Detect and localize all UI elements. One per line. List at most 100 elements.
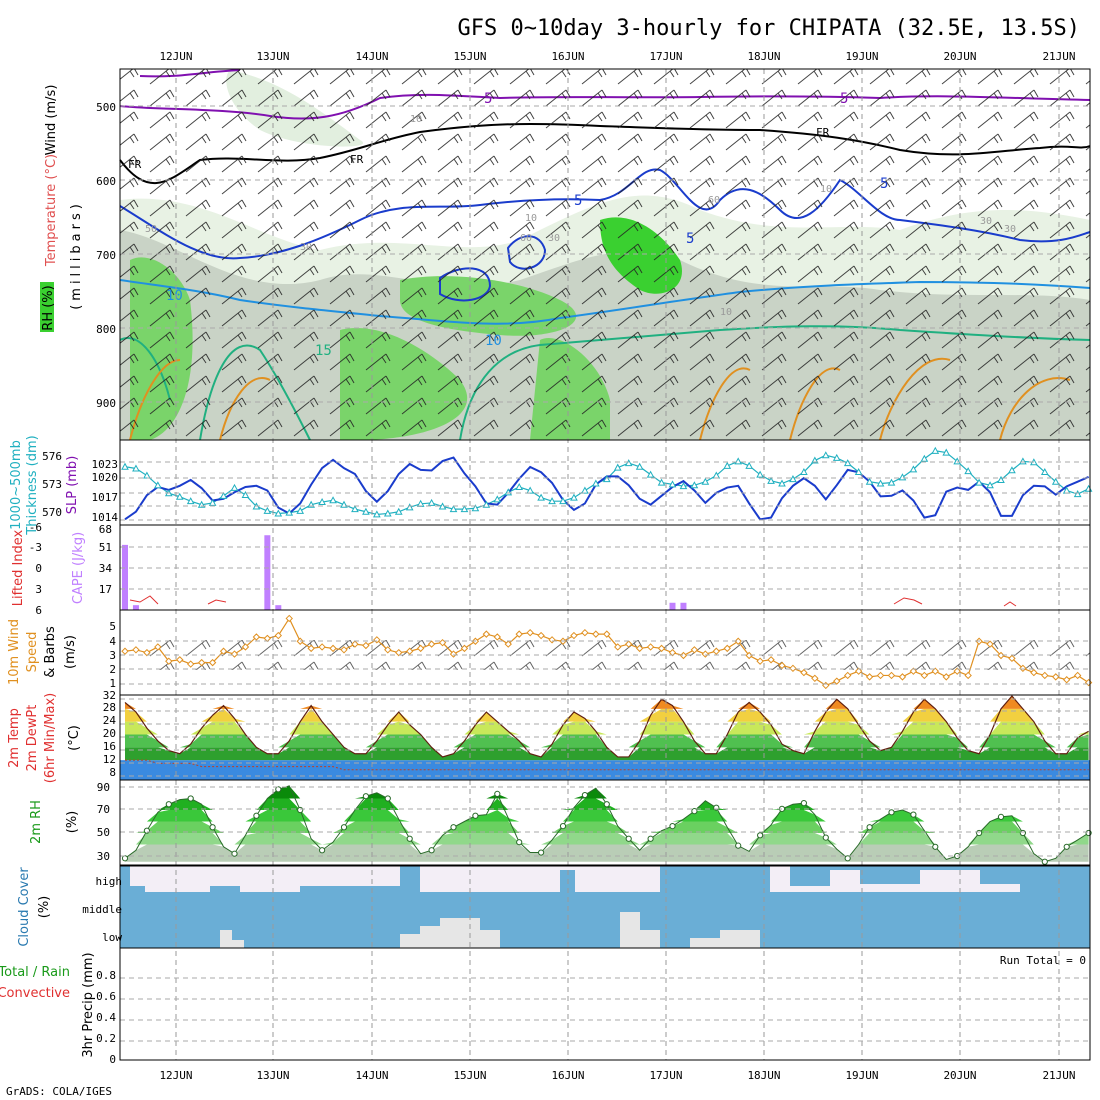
contour-label: 30 bbox=[980, 216, 992, 227]
date-label: 18JUN bbox=[747, 50, 780, 63]
wind-point bbox=[723, 644, 731, 653]
thickness-point bbox=[1073, 490, 1082, 498]
upper-air-y-axis: 500 600 700 800 900 (millibars) Wind (m/… bbox=[40, 85, 116, 410]
panel-frame bbox=[119, 779, 1091, 866]
y-tick: 70 bbox=[97, 803, 110, 816]
thickness-point bbox=[121, 462, 129, 470]
y-tick: 24 bbox=[103, 714, 117, 727]
thickness-markers bbox=[121, 446, 1093, 518]
thickness-point bbox=[394, 507, 403, 515]
contour-labels: 5 5 FR FR FR 5 5 5 10 10 15 10 10 10 30 … bbox=[128, 91, 1016, 359]
thickness-point bbox=[383, 509, 392, 517]
thickness-point bbox=[154, 481, 162, 489]
wind-point bbox=[132, 646, 140, 654]
y-tick: 8 bbox=[109, 766, 116, 779]
thickness-point bbox=[526, 486, 534, 494]
wind-point bbox=[493, 633, 502, 641]
rh-point bbox=[362, 793, 369, 800]
axis-label: 1000~500mb bbox=[9, 440, 24, 530]
wind-point bbox=[843, 671, 852, 680]
wind-point bbox=[931, 667, 940, 675]
rh-point bbox=[1019, 829, 1027, 837]
contour-label: 30 bbox=[548, 233, 560, 244]
thickness-point bbox=[581, 486, 589, 494]
date-label: 13JUN bbox=[256, 50, 289, 63]
y-tick: 0 bbox=[35, 562, 42, 575]
thickness-point bbox=[570, 493, 578, 501]
wind-point bbox=[854, 667, 863, 675]
wind-point bbox=[252, 633, 261, 641]
axis-label: SLP (mb) bbox=[65, 456, 80, 515]
wind-point bbox=[362, 641, 370, 650]
thickness-point bbox=[668, 480, 677, 488]
thickness-point bbox=[876, 479, 885, 487]
wind-point bbox=[186, 660, 195, 668]
wind-point bbox=[876, 671, 885, 680]
rh-point bbox=[581, 791, 589, 799]
axis-label: & Barbs bbox=[43, 626, 58, 678]
axis-label: Speed bbox=[25, 632, 40, 673]
panel-frame bbox=[119, 947, 1091, 1061]
rh-point bbox=[822, 834, 829, 841]
y-tick: 573 bbox=[42, 478, 62, 491]
date-label: 12JUN bbox=[159, 1069, 192, 1082]
thickness-point bbox=[646, 470, 655, 478]
date-label: 20JUN bbox=[943, 50, 976, 63]
thickness-point bbox=[592, 479, 600, 487]
thickness-point bbox=[778, 479, 786, 487]
contour-label: 10 bbox=[485, 333, 502, 349]
y-tick: 3 bbox=[109, 649, 116, 662]
footer: GrADS: COLA/IGES bbox=[6, 1085, 112, 1098]
y-tick: 0.8 bbox=[96, 969, 116, 982]
date-label: 21JUN bbox=[1042, 1069, 1075, 1082]
wind-point bbox=[208, 658, 217, 667]
wind-point bbox=[811, 674, 819, 683]
axis-label: 2m RH bbox=[29, 800, 44, 844]
rh-point bbox=[319, 847, 326, 854]
thickness-slp-panel: 570 573 576 1014 1017 1020 1023 1000~500… bbox=[9, 435, 1093, 536]
wind-point bbox=[635, 644, 644, 653]
wind-point bbox=[143, 648, 151, 657]
wind-point bbox=[614, 643, 622, 651]
wind-point bbox=[1030, 668, 1038, 677]
rh-point bbox=[209, 824, 216, 831]
thickness-point bbox=[602, 475, 611, 483]
thickness-point bbox=[964, 467, 972, 475]
axis-label: (m/s) bbox=[63, 635, 78, 669]
axis-label: 10m Wind bbox=[7, 619, 22, 685]
y-tick: 0.4 bbox=[96, 1011, 116, 1024]
axis-label: RH (%) bbox=[41, 285, 56, 330]
wind-point bbox=[657, 644, 666, 653]
temperature-line bbox=[124, 695, 1089, 758]
wind-point bbox=[734, 637, 742, 645]
thickness-point bbox=[537, 493, 545, 501]
y-tick: 0 bbox=[109, 1053, 116, 1066]
y-tick: 3 bbox=[35, 583, 42, 596]
contour-label: FR bbox=[816, 126, 830, 139]
temp-band bbox=[125, 734, 1089, 748]
thickness-point bbox=[931, 446, 940, 454]
rh-point bbox=[669, 823, 676, 830]
wind-point bbox=[603, 630, 611, 638]
cloud-label-middle: middle bbox=[82, 903, 122, 916]
wind-point bbox=[712, 647, 721, 655]
contour-label: 10 bbox=[166, 288, 183, 304]
rh-point bbox=[866, 824, 873, 831]
thickness-point bbox=[723, 461, 732, 469]
rh-point bbox=[757, 832, 764, 839]
y-tick: 90 bbox=[97, 781, 110, 794]
high-cloud-2 bbox=[770, 866, 1020, 892]
contour-label: 5 bbox=[880, 176, 888, 192]
y-tick: -6 bbox=[29, 521, 42, 534]
wind-point bbox=[427, 640, 436, 648]
thickness-point bbox=[186, 497, 195, 505]
y-tick: 1023 bbox=[92, 458, 119, 471]
lifted-index-trace bbox=[129, 595, 1017, 607]
panel-frames bbox=[119, 68, 1091, 1061]
page-title: GFS 0~10day 3-hourly for CHIPATA (32.5E,… bbox=[457, 16, 1080, 41]
axis-label: Wind (m/s) bbox=[44, 85, 59, 156]
thickness-point bbox=[493, 495, 502, 503]
wind-point bbox=[624, 640, 633, 648]
thickness-point bbox=[318, 498, 326, 506]
thickness-point bbox=[1084, 484, 1093, 492]
